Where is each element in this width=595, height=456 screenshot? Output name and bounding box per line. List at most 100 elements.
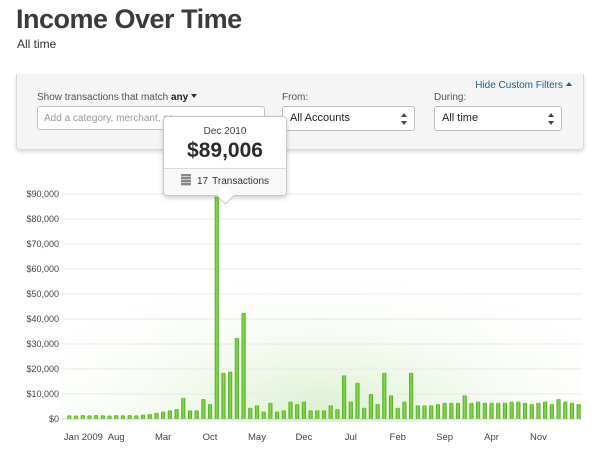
income-bar[interactable]	[140, 414, 146, 420]
income-bar[interactable]	[73, 415, 79, 420]
hide-custom-filters-link[interactable]: Hide Custom Filters	[475, 80, 572, 91]
income-bar[interactable]	[355, 382, 360, 419]
income-bar[interactable]	[114, 415, 119, 419]
from-account-select[interactable]: All Accounts	[282, 106, 415, 131]
income-bar[interactable]	[516, 401, 521, 420]
income-bar[interactable]	[214, 196, 219, 419]
income-bar[interactable]	[161, 411, 166, 420]
x-tick-label: Sep	[436, 432, 453, 443]
income-bar[interactable]	[402, 401, 407, 420]
income-bar[interactable]	[462, 395, 467, 419]
income-bar-chart: $0 $10,000 $20,000 $30,000 $40,000 $50,000 $60…	[26, 189, 582, 443]
income-bar[interactable]	[295, 404, 300, 419]
income-bar[interactable]	[275, 411, 280, 420]
income-bar[interactable]	[208, 404, 213, 419]
x-tick-label: Oct	[203, 432, 218, 443]
document-icon	[181, 174, 191, 186]
y-tick-label: $80,000	[26, 214, 59, 224]
income-bar[interactable]	[167, 410, 172, 419]
income-bar[interactable]	[536, 402, 541, 419]
x-tick-label: Dec	[295, 432, 312, 443]
income-bar[interactable]	[556, 399, 561, 419]
y-tick-label: $20,000	[26, 364, 59, 374]
income-bar[interactable]	[67, 415, 72, 419]
income-bar[interactable]	[415, 405, 420, 419]
income-bar[interactable]	[87, 415, 92, 419]
income-bar[interactable]	[543, 401, 548, 420]
income-bar[interactable]	[563, 401, 568, 420]
income-bar[interactable]	[107, 415, 112, 420]
income-bar[interactable]	[181, 397, 186, 419]
income-bar[interactable]	[127, 415, 132, 419]
income-bar[interactable]	[248, 407, 253, 419]
income-bar[interactable]	[382, 372, 387, 419]
income-bar[interactable]	[194, 410, 199, 419]
income-bar[interactable]	[409, 372, 414, 419]
income-bar[interactable]	[509, 401, 514, 420]
income-bar[interactable]	[435, 404, 440, 419]
income-bar[interactable]	[482, 402, 487, 419]
income-bar[interactable]	[489, 402, 494, 419]
tooltip-count-label: Transactions	[212, 176, 269, 187]
income-bar[interactable]	[134, 415, 139, 419]
income-bar[interactable]	[442, 402, 447, 419]
income-bar[interactable]	[268, 402, 273, 419]
income-bar[interactable]	[321, 410, 327, 419]
income-bar[interactable]	[187, 410, 193, 419]
x-tick-label: Aug	[108, 432, 125, 443]
income-bar[interactable]	[569, 402, 575, 419]
income-bar[interactable]	[449, 402, 454, 419]
income-bar[interactable]	[221, 372, 226, 419]
income-bar[interactable]	[576, 404, 581, 419]
income-bar[interactable]	[522, 402, 528, 419]
match-mode-dropdown[interactable]: any	[170, 92, 189, 103]
income-bar[interactable]	[328, 405, 333, 419]
income-bar[interactable]	[254, 405, 260, 419]
income-bar[interactable]	[281, 410, 286, 419]
tooltip-count: 17	[197, 176, 209, 187]
income-bar[interactable]	[422, 405, 427, 419]
income-bar[interactable]	[94, 415, 99, 419]
income-bar[interactable]	[348, 401, 353, 420]
income-bar[interactable]	[308, 410, 313, 419]
hide-filters-label: Hide Custom Filters	[475, 80, 563, 91]
income-bar[interactable]	[120, 415, 126, 419]
income-bar[interactable]	[362, 407, 367, 419]
income-bar[interactable]	[301, 401, 306, 420]
income-bar[interactable]	[335, 409, 340, 419]
select-arrows-icon	[548, 113, 554, 125]
income-bar[interactable]	[429, 405, 434, 419]
income-bar[interactable]	[529, 404, 534, 419]
income-bar[interactable]	[154, 412, 159, 419]
income-bar[interactable]	[261, 411, 266, 420]
income-bar[interactable]	[241, 312, 246, 419]
income-bar[interactable]	[201, 399, 206, 419]
income-bar[interactable]	[496, 402, 501, 419]
income-bar[interactable]	[228, 371, 233, 420]
income-bar[interactable]	[455, 402, 461, 419]
income-bar[interactable]	[234, 337, 239, 419]
income-bar[interactable]	[476, 401, 481, 420]
from-label: From:	[282, 92, 309, 103]
income-bar[interactable]	[80, 415, 85, 419]
y-tick-label: $70,000	[26, 239, 59, 249]
income-bar[interactable]	[100, 415, 105, 419]
income-bar[interactable]	[469, 402, 474, 419]
x-tick-label: Jan 2009	[64, 432, 103, 443]
income-bar[interactable]	[388, 395, 394, 419]
match-prefix: Show transactions that match	[37, 92, 169, 103]
income-bar[interactable]	[375, 404, 380, 419]
income-bar[interactable]	[342, 375, 347, 419]
tooltip-transactions[interactable]: 17 Transactions	[164, 168, 286, 195]
income-bar[interactable]	[315, 410, 320, 419]
x-tick-label: May	[248, 432, 266, 443]
during-period-select[interactable]: All time	[434, 106, 562, 131]
income-bar[interactable]	[174, 409, 179, 419]
income-bar[interactable]	[549, 404, 554, 419]
tooltip-amount: $89,006	[187, 139, 263, 162]
income-bar[interactable]	[288, 401, 293, 420]
income-bar[interactable]	[147, 414, 152, 419]
income-bar[interactable]	[395, 407, 400, 419]
income-bar[interactable]	[502, 402, 508, 419]
income-bar[interactable]	[368, 394, 373, 419]
